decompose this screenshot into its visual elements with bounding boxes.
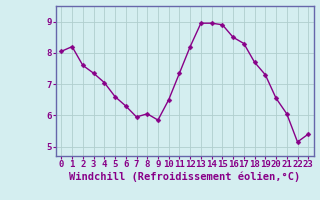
X-axis label: Windchill (Refroidissement éolien,°C): Windchill (Refroidissement éolien,°C) [69, 172, 300, 182]
